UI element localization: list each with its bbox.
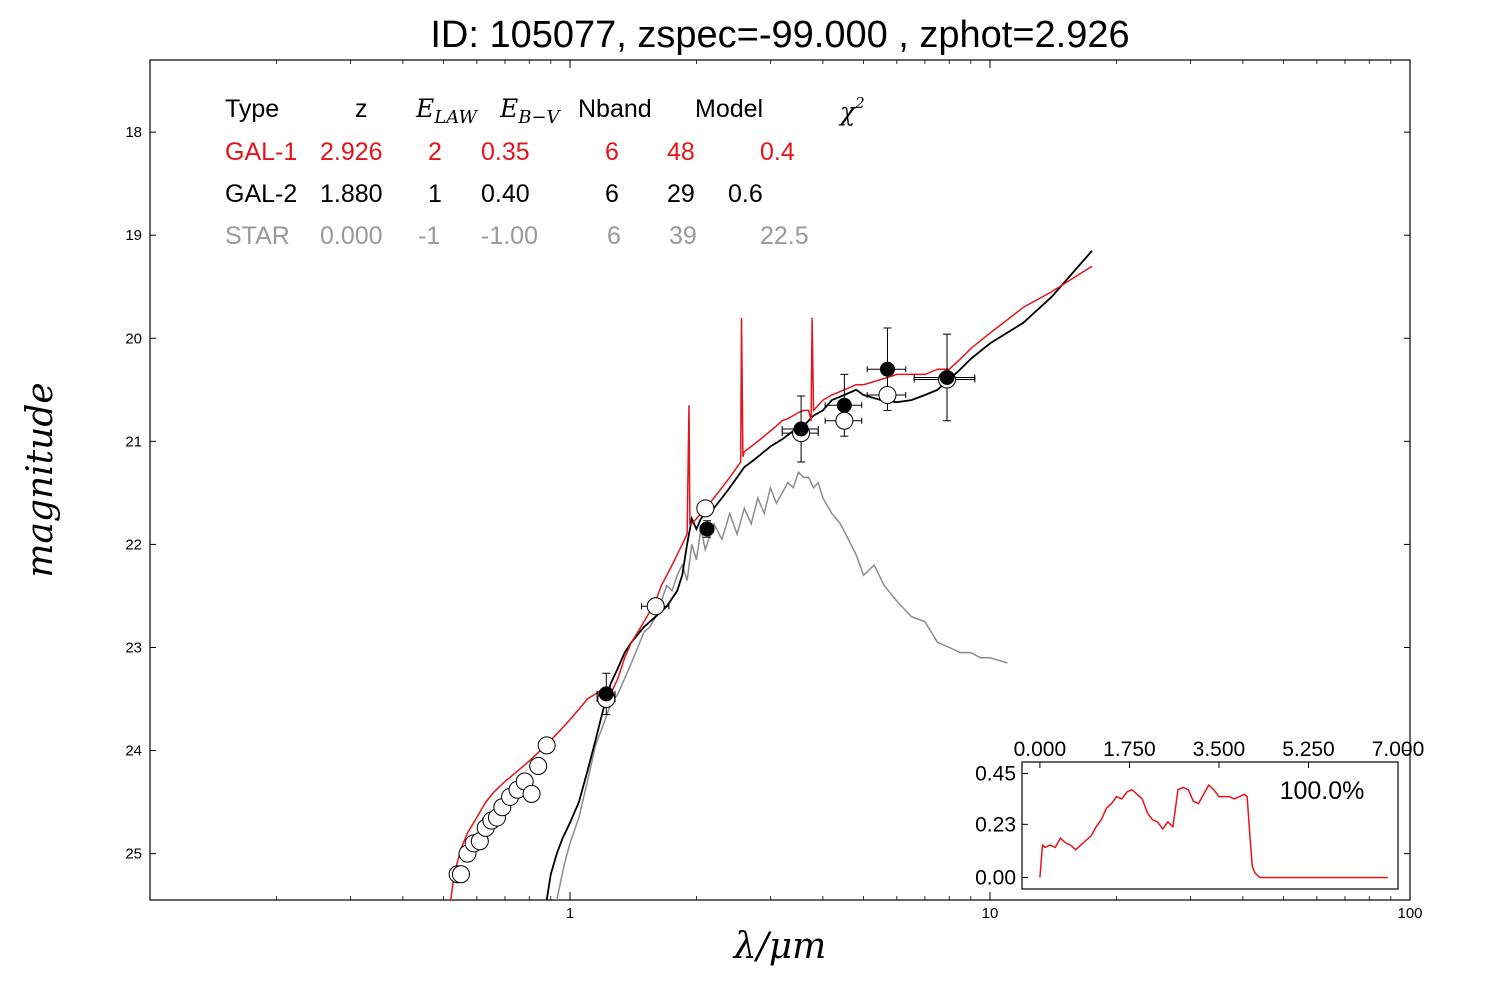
model-point	[529, 757, 548, 776]
observed-point	[598, 686, 614, 702]
y-tick-label: 19	[125, 227, 142, 244]
page-title: ID: 105077, zspec=-99.000 , zphot=2.926	[430, 14, 1130, 56]
table-cell-elaw: 1	[428, 180, 442, 208]
inset-annotation: 100.0%	[1280, 777, 1365, 805]
inset-x-tick-label: 0.000	[1014, 738, 1067, 761]
table-cell-model: 48	[667, 138, 695, 166]
inset-x-tick-label: 5.250	[1282, 738, 1335, 761]
y-tick-label: 22	[125, 536, 142, 553]
table-cell-chi2: 22.5	[760, 222, 809, 250]
table-cell-model: 29	[667, 180, 695, 208]
y-tick-label: 20	[125, 330, 142, 347]
observed-point	[836, 397, 852, 413]
table-cell-z: 0.000	[320, 222, 383, 250]
table-header-chi2: χ2	[838, 94, 865, 126]
y-tick-label: 23	[125, 639, 142, 656]
x-axis-label: λ/μm	[732, 926, 826, 967]
table-cell-chi2: 0.4	[760, 138, 795, 166]
y-tick-label: 21	[125, 433, 142, 450]
table-header-nband: Nband	[578, 95, 652, 123]
observed-point	[879, 361, 895, 377]
model-point	[451, 865, 470, 884]
table-header-elaw: ELAW	[415, 94, 478, 128]
table-cell-nband: 6	[605, 180, 619, 208]
pdz-inset: 0.000 1.750 3.500 5.250 7.000 0.00 0.23 0.45 10…	[975, 738, 1424, 890]
model-point	[522, 784, 541, 803]
observed-point	[793, 421, 809, 437]
y-tick-label: 25	[125, 846, 142, 863]
fit-table: Type z ELAW EB−V Nband Model χ2 GAL-1 2.9…	[225, 94, 865, 250]
x-tick-label: 100	[1397, 905, 1422, 922]
inset-series	[1039, 783, 1388, 879]
table-cell-ebv: 0.40	[481, 180, 530, 208]
observed-point	[699, 521, 715, 537]
table-cell-chi2: 0.6	[728, 180, 763, 208]
model-point	[537, 736, 556, 755]
x-tick-label: 1	[566, 905, 574, 922]
model-point	[878, 385, 897, 404]
model-point	[696, 499, 715, 518]
y-axis-label: magnitude	[20, 382, 61, 577]
inset-frame	[1021, 761, 1399, 890]
plot-frame	[149, 59, 1411, 901]
table-cell-z: 2.926	[320, 138, 383, 166]
main-points	[448, 327, 976, 884]
table-cell-elaw: 2	[428, 138, 442, 166]
table-cell-nband: 6	[605, 138, 619, 166]
inset-x-tick-label: 7.000	[1372, 738, 1425, 761]
table-header-type: Type	[225, 95, 279, 123]
series-line-gal-2	[545, 250, 1093, 900]
main-series	[449, 250, 1093, 900]
inset-x-tick-label: 3.500	[1193, 738, 1246, 761]
table-cell-elaw: -1	[418, 222, 440, 250]
inset-series-line	[1039, 783, 1388, 879]
table-cell-ebv: 0.35	[481, 138, 530, 166]
table-cell-type: GAL-1	[225, 138, 297, 166]
y-tick-label: 18	[125, 124, 142, 141]
observed-point	[939, 369, 955, 385]
table-cell-z: 1.880	[320, 180, 383, 208]
model-point	[646, 597, 665, 616]
inset-y-tick-label: 0.23	[975, 813, 1016, 836]
table-header-model: Model	[695, 95, 763, 123]
series-line-star	[556, 470, 1008, 900]
inset-y-tick-label: 0.45	[975, 763, 1016, 786]
table-cell-type: GAL-2	[225, 180, 297, 208]
table-cell-type: STAR	[225, 222, 290, 250]
x-tick-label: 10	[982, 905, 999, 922]
table-cell-nband: 6	[607, 222, 621, 250]
inset-y-tick-label: 0.00	[975, 866, 1016, 889]
inset-axis-ticks: 0.000 1.750 3.500 5.250 7.000 0.00 0.23 0.45	[975, 738, 1424, 889]
model-point	[835, 411, 854, 430]
table-rows: GAL-1 2.926 2 0.35 6 48 0.4 GAL-2 1.880 1 0.40 6 29 0…	[225, 138, 809, 250]
y-tick-label: 24	[125, 743, 142, 760]
table-header-z: z	[355, 95, 368, 123]
table-cell-model: 39	[669, 222, 697, 250]
table-cell-ebv: -1.00	[481, 222, 538, 250]
series-line-gal-1	[449, 265, 1093, 900]
table-header-ebv: EB−V	[499, 94, 562, 128]
inset-x-tick-label: 1.750	[1103, 738, 1156, 761]
